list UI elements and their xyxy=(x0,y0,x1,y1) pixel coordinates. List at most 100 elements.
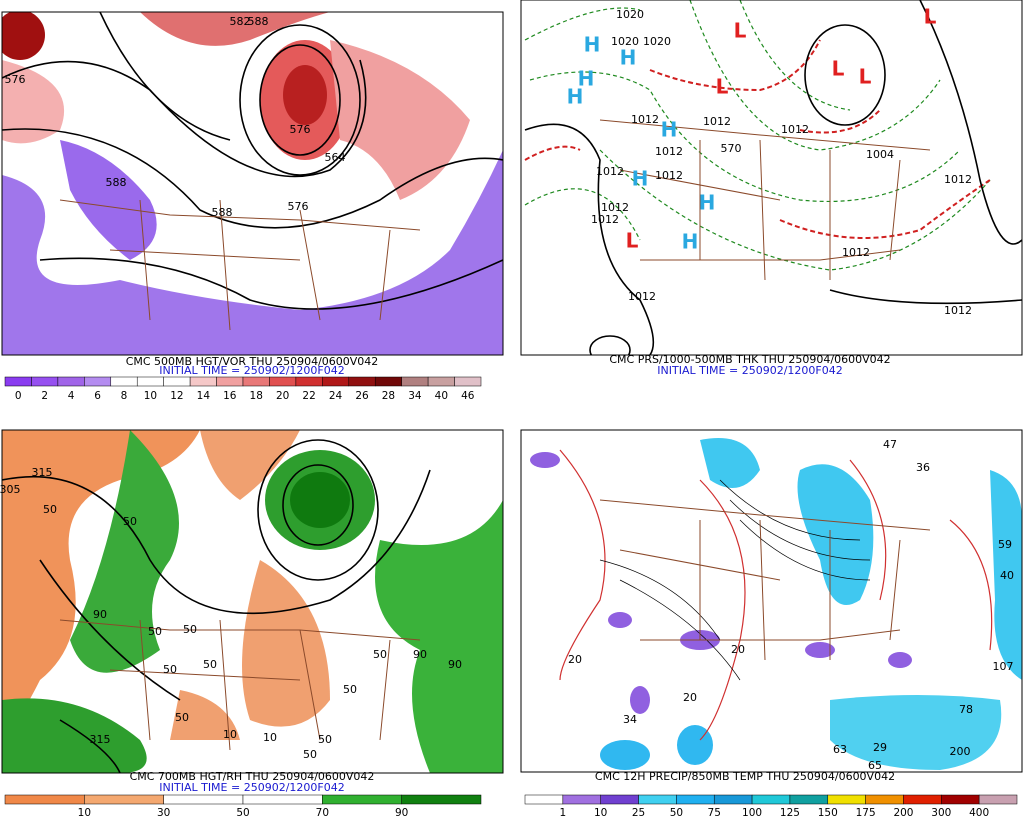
map-label: 50 xyxy=(175,711,189,724)
colorbar-swatch xyxy=(163,794,244,805)
map-label: 90 xyxy=(448,658,462,671)
colorbar-swatch xyxy=(322,794,402,805)
map-label: 1012 xyxy=(628,290,656,303)
map-label: H xyxy=(567,85,584,109)
colorbar-swatch xyxy=(136,376,164,387)
map-label: H xyxy=(632,167,649,191)
colorbar-label: 24 xyxy=(329,390,343,402)
colorbar-label: 22 xyxy=(302,390,315,402)
map-label: 1012 xyxy=(944,173,972,186)
map-label: 1012 xyxy=(591,213,619,226)
map-label: 588 xyxy=(248,15,269,28)
map-label: 1012 xyxy=(944,304,972,317)
map-label: H xyxy=(699,191,716,215)
colorbar-label: 10 xyxy=(144,390,157,402)
colorbar-label: 14 xyxy=(197,390,211,402)
colorbar-label: 125 xyxy=(780,807,800,819)
map-label: 50 xyxy=(303,748,317,761)
map-label: 588 xyxy=(106,176,127,189)
map-label: H xyxy=(682,230,699,254)
map-label: 107 xyxy=(993,660,1014,673)
colorbar-swatch xyxy=(941,794,980,805)
colorbar-swatch xyxy=(242,376,270,387)
colorbar-label: 50 xyxy=(236,807,249,819)
map-humidity xyxy=(2,430,503,773)
colorbar-swatch xyxy=(163,376,191,387)
map-label: L xyxy=(832,57,845,81)
map-label: 20 xyxy=(568,653,582,666)
caption: CMC 12H PRECIP/850MB TEMP THU 250904/060… xyxy=(595,770,895,783)
map-label: 576 xyxy=(290,123,311,136)
colorbar-label: 20 xyxy=(276,390,289,402)
colorbar-swatch xyxy=(269,376,297,387)
colorbar-swatch xyxy=(295,376,323,387)
map-label: 582 xyxy=(230,15,251,28)
colorbar-swatch xyxy=(454,376,482,387)
colorbar-swatch xyxy=(4,376,32,387)
map-label: 50 xyxy=(123,515,137,528)
colorbar-swatch xyxy=(600,794,639,805)
colorbar-label: 175 xyxy=(856,807,876,819)
map-label: 10 xyxy=(263,731,277,744)
map-label: 50 xyxy=(148,625,162,638)
colorbar-swatch xyxy=(401,794,482,805)
colorbar-swatch xyxy=(562,794,601,805)
map-label: 1012 xyxy=(631,113,659,126)
colorbar-label: 10 xyxy=(594,807,607,819)
colorbar-swatch xyxy=(4,794,85,805)
map-label: 59 xyxy=(998,538,1012,551)
colorbar-label: 18 xyxy=(250,390,263,402)
colorbar-label: 2 xyxy=(41,390,48,402)
colorbar-label: 70 xyxy=(316,807,329,819)
colorbar-label: 8 xyxy=(121,390,128,402)
colorbar-swatch xyxy=(84,794,164,805)
map-label: 36 xyxy=(916,461,930,474)
colorbar-label: 28 xyxy=(382,390,395,402)
map-label: 20 xyxy=(683,691,697,704)
colorbar-swatch xyxy=(713,794,753,805)
colorbar-label: 10 xyxy=(78,807,91,819)
map-label: 34 xyxy=(623,713,637,726)
colorbar-label: 26 xyxy=(355,390,369,402)
map-label: 315 xyxy=(90,733,111,746)
colorbar-swatch xyxy=(322,376,350,387)
map-label: 50 xyxy=(373,648,387,661)
map-label: L xyxy=(716,75,729,99)
map-label: 576 xyxy=(5,73,26,86)
colorbar-swatch xyxy=(84,376,112,387)
map-label: 20 xyxy=(731,643,745,656)
colorbar-swatch xyxy=(827,794,866,805)
colorbar-label: 200 xyxy=(893,807,913,819)
map-label: L xyxy=(734,19,747,43)
initial-time: INITIAL TIME = 250902/1200F042 xyxy=(159,781,344,794)
map-vorticity xyxy=(2,12,503,355)
map-label: 1020 xyxy=(616,8,644,21)
map-label: H xyxy=(661,118,678,142)
map-label: 10 xyxy=(223,728,237,741)
map-label: 588 xyxy=(212,206,233,219)
colorbar-swatch xyxy=(216,376,244,387)
colorbar-swatch xyxy=(427,376,455,387)
colorbar-label: 400 xyxy=(969,807,989,819)
map-label: 564 xyxy=(325,151,346,164)
map-label: 65 xyxy=(868,759,882,772)
colorbar-label: 100 xyxy=(742,807,762,819)
colorbar-swatch xyxy=(789,794,829,805)
colorbar-label: 75 xyxy=(708,807,721,819)
map-label: 200 xyxy=(950,745,971,758)
map-label: 90 xyxy=(413,648,427,661)
map-label: 1012 xyxy=(596,165,624,178)
map-label: 78 xyxy=(959,703,973,716)
map-label: 40 xyxy=(1000,569,1014,582)
colorbar-swatch xyxy=(638,794,677,805)
map-label: L xyxy=(924,5,937,29)
colorbar-label: 1 xyxy=(560,807,567,819)
map-label: L xyxy=(626,229,639,253)
caption: CMC PRS/1000-500MB THK THU 250904/0600V0… xyxy=(609,353,890,366)
map-label: 47 xyxy=(883,438,897,451)
colorbar-label: 34 xyxy=(408,390,422,402)
map-label: H xyxy=(578,67,595,91)
map-label: 1012 xyxy=(781,123,809,136)
colorbar-label: 30 xyxy=(157,807,170,819)
